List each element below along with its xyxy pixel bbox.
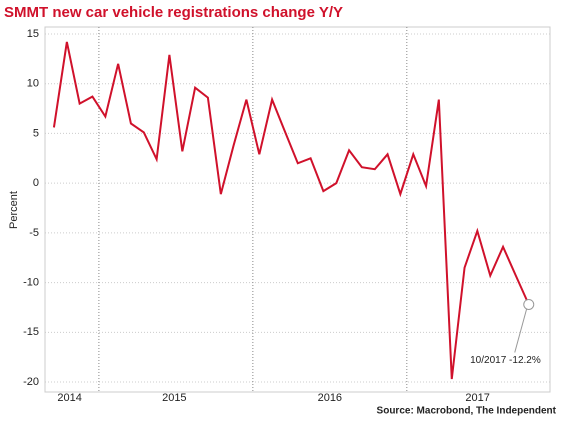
annotation-marker	[523, 298, 535, 310]
series-line	[52, 41, 530, 380]
chart-title: SMMT new car vehicle registrations chang…	[4, 4, 343, 21]
y-tick-label: -15	[23, 326, 39, 338]
y-tick-label: 0	[33, 177, 39, 189]
x-tick-label: 2014	[57, 392, 81, 404]
source: Source: Macrobond, The Independent	[377, 406, 557, 417]
y-tick-label: 5	[33, 127, 39, 139]
x-tick-label: 2015	[162, 392, 186, 404]
y-tick-label: -5	[29, 227, 39, 239]
y-tick-label: 10	[27, 78, 39, 90]
y-axis-label: Percent	[8, 191, 20, 229]
x-tick-label: 2016	[318, 392, 342, 404]
x-tick-label: 2017	[465, 392, 489, 404]
y-tick-label: -10	[23, 277, 39, 289]
y-tick-label: 15	[27, 28, 39, 40]
annotation-pointer	[514, 308, 528, 353]
y-tick-label: -20	[23, 376, 39, 388]
annotation: 10/2017 -12.2%	[470, 355, 541, 366]
plot-area	[44, 26, 551, 393]
